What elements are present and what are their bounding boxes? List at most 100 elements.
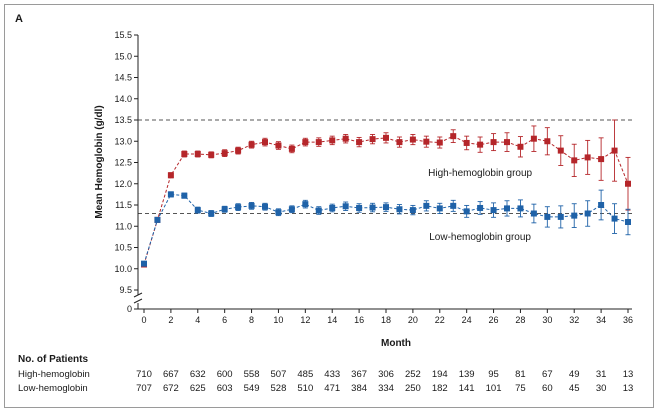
patients-count-cell: 707 bbox=[136, 383, 152, 394]
y-tick-label: 12.0 bbox=[114, 179, 132, 189]
x-tick-label: 26 bbox=[489, 315, 499, 325]
x-tick-label: 12 bbox=[300, 315, 310, 325]
data-point bbox=[557, 147, 564, 154]
data-point bbox=[584, 154, 591, 161]
data-point bbox=[356, 204, 363, 211]
x-tick-label: 20 bbox=[408, 315, 418, 325]
patients-count-cell: 471 bbox=[324, 383, 340, 394]
patients-count-cell: 367 bbox=[351, 369, 367, 380]
patients-count-cell: 60 bbox=[542, 383, 553, 394]
data-point bbox=[436, 205, 443, 212]
data-point bbox=[436, 139, 443, 146]
patients-count-cell: 334 bbox=[378, 383, 394, 394]
data-point bbox=[369, 136, 376, 143]
patients-row-label-low: Low-hemoglobin bbox=[18, 383, 88, 394]
patients-counts: 710 667 632 600 558 507 485 433 367 306 252 194 139 9… bbox=[136, 369, 633, 394]
data-point bbox=[369, 204, 376, 211]
data-point bbox=[477, 204, 484, 211]
patients-count-cell: 31 bbox=[596, 369, 607, 380]
x-tick-label: 34 bbox=[596, 315, 606, 325]
patients-count-cell: 558 bbox=[244, 369, 260, 380]
data-point bbox=[208, 151, 215, 158]
patients-table-heading: No. of Patients bbox=[18, 354, 88, 365]
panel-letter: A bbox=[15, 13, 23, 25]
patients-count-cell: 49 bbox=[569, 369, 580, 380]
data-point bbox=[396, 139, 403, 146]
data-point bbox=[383, 134, 389, 141]
patients-count-cell: 710 bbox=[136, 369, 152, 380]
data-point bbox=[584, 210, 591, 217]
y-tick-label: 13.0 bbox=[114, 136, 132, 146]
high-group-annotation: High-hemoglobin group bbox=[428, 168, 532, 179]
x-tick-label: 36 bbox=[623, 315, 633, 325]
patients-row-label-high: High-hemoglobin bbox=[18, 369, 90, 380]
patients-count-cell: 182 bbox=[432, 383, 448, 394]
data-point bbox=[167, 191, 174, 198]
y-axis-break-mark bbox=[133, 292, 143, 298]
y-tick-label: 11.5 bbox=[115, 200, 132, 210]
data-point bbox=[463, 139, 470, 146]
data-point bbox=[477, 141, 484, 148]
patients-count-cell: 139 bbox=[459, 369, 475, 380]
data-point bbox=[423, 138, 430, 145]
y-axis-title: Mean Hemoglobin (g/dl) bbox=[94, 105, 105, 218]
patients-count-cell: 252 bbox=[405, 369, 421, 380]
series-layer bbox=[141, 119, 631, 268]
data-point bbox=[315, 207, 322, 214]
data-point bbox=[262, 139, 268, 146]
data-point bbox=[409, 136, 416, 143]
data-point bbox=[275, 142, 282, 149]
x-tick-label: 10 bbox=[273, 315, 283, 325]
data-point bbox=[181, 192, 188, 199]
y-tick-label: 15.5 bbox=[114, 30, 132, 40]
data-point bbox=[423, 202, 430, 209]
data-point bbox=[611, 215, 618, 222]
x-tick-label: 28 bbox=[515, 315, 525, 325]
data-point bbox=[383, 204, 389, 211]
patients-count-cell: 30 bbox=[596, 383, 607, 394]
patients-count-cell: 485 bbox=[297, 369, 313, 380]
patients-count-cell: 306 bbox=[378, 369, 394, 380]
patients-count-cell: 603 bbox=[217, 383, 233, 394]
data-point bbox=[275, 209, 282, 216]
data-point bbox=[356, 139, 363, 146]
data-point bbox=[342, 135, 349, 142]
data-point bbox=[409, 207, 416, 214]
data-point bbox=[530, 210, 537, 217]
patients-count-cell: 433 bbox=[324, 369, 340, 380]
data-point bbox=[450, 202, 457, 209]
data-point bbox=[463, 208, 470, 215]
data-point bbox=[221, 150, 228, 157]
x-tick-label: 18 bbox=[381, 315, 391, 325]
patients-count-cell: 13 bbox=[623, 369, 634, 380]
data-point bbox=[167, 172, 174, 179]
y-tick-label: 15.0 bbox=[114, 51, 132, 61]
data-point bbox=[302, 139, 309, 146]
data-point bbox=[235, 147, 242, 154]
data-point bbox=[625, 219, 631, 225]
patients-count-cell: 45 bbox=[569, 383, 580, 394]
data-point bbox=[262, 203, 268, 210]
data-point bbox=[396, 206, 403, 213]
low-group-annotation: Low-hemoglobin group bbox=[429, 232, 531, 243]
data-point bbox=[544, 138, 551, 145]
patients-count-cell: 141 bbox=[459, 383, 475, 394]
patients-count-cell: 549 bbox=[244, 383, 260, 394]
data-point bbox=[490, 207, 497, 214]
data-point bbox=[181, 151, 188, 157]
x-tick-label: 2 bbox=[168, 315, 173, 325]
data-point bbox=[248, 141, 255, 148]
data-point bbox=[625, 180, 631, 187]
y-axis-break-mark bbox=[133, 298, 143, 304]
data-point bbox=[208, 210, 215, 217]
data-point bbox=[571, 157, 578, 164]
chart-axes: 9.5 10.0 10.5 11.0 11.5 12.0 12.5 13.0 13.5 14.0 1… bbox=[114, 30, 633, 325]
data-point bbox=[530, 135, 537, 142]
patients-count-cell: 507 bbox=[271, 369, 287, 380]
data-point bbox=[315, 139, 322, 146]
y-tick-label: 14.5 bbox=[114, 73, 132, 83]
y-tick-label: 10.5 bbox=[114, 243, 132, 253]
x-tick-label: 32 bbox=[569, 315, 579, 325]
x-tick-label: 8 bbox=[249, 315, 254, 325]
patients-count-cell: 384 bbox=[351, 383, 367, 394]
